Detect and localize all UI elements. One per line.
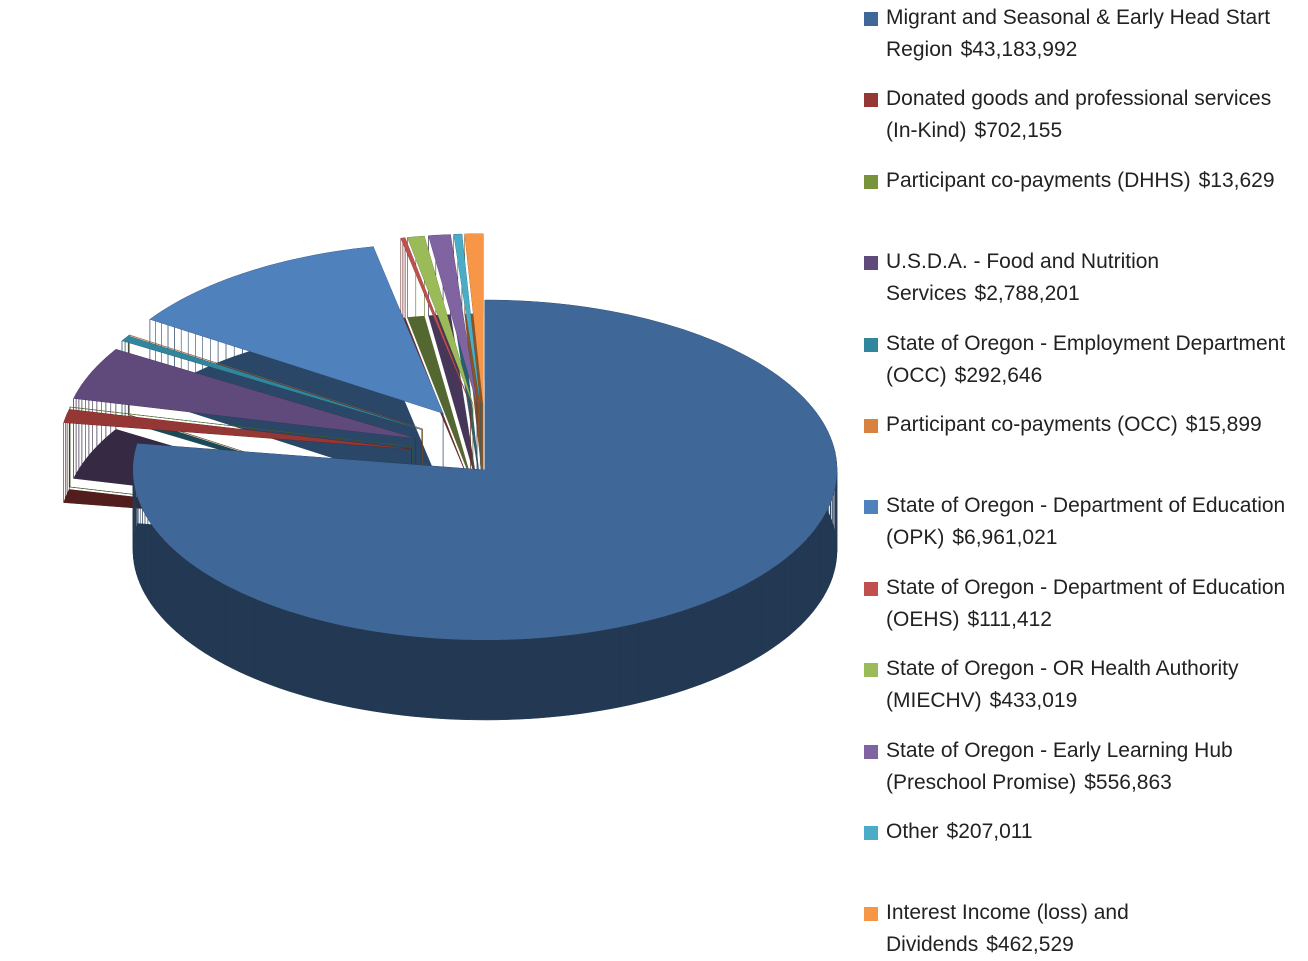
legend-label: Other [886, 820, 939, 843]
legend-value: $15,899 [1185, 413, 1262, 436]
legend-entry: Donated goods and professional services … [864, 83, 1304, 147]
legend-value: $556,863 [1084, 770, 1172, 794]
slice [400, 237, 471, 405]
legend-swatch [864, 500, 878, 515]
legend-label: State of Oregon - Employment Department … [886, 331, 1286, 387]
slice-side [128, 334, 423, 510]
slice [464, 233, 483, 404]
legend-entry: State of Oregon - Department of Educatio… [864, 490, 1304, 554]
legend-entry: U.S.D.A. - Food and Nutrition Services $2… [864, 246, 1304, 310]
legend-swatch [864, 337, 878, 352]
legend-entry: Participant co-payments (OCC) $15,899 [864, 409, 1304, 441]
legend-entry: Interest Income (loss) and Dividends $462… [864, 897, 1304, 961]
legend-label: State of Oregon - Department of Educatio… [886, 575, 1286, 631]
legend-swatch [864, 419, 878, 433]
slice [73, 349, 416, 439]
legend-swatch [864, 907, 878, 922]
slice [128, 334, 423, 429]
slice [69, 406, 413, 447]
legend-label: Donated goods and professional services … [886, 87, 1272, 143]
legend-label: State of Oregon - Early Learning Hub (Pr… [886, 738, 1233, 794]
slice-side [69, 406, 413, 528]
legend-label: U.S.D.A. - Food and Nutrition Services [886, 250, 1160, 306]
legend-label: State of Oregon - Department of Educatio… [886, 494, 1286, 550]
legend-value: $462,529 [986, 933, 1074, 957]
legend-value: $207,011 [946, 820, 1033, 843]
legend-swatch [864, 256, 878, 271]
legend-swatch [864, 744, 878, 759]
legend-value: $2,788,201 [974, 282, 1080, 306]
legend-entry: State of Oregon - Department of Educatio… [864, 572, 1304, 636]
legend-entry: Participant co-payments (DHHS) $13,629 [864, 165, 1304, 197]
legend-value: $6,961,021 [952, 526, 1058, 550]
legend-label: Interest Income (loss) and Dividends [886, 901, 1129, 957]
legend-swatch [864, 663, 878, 678]
legend-swatch [864, 826, 878, 840]
legend-value: $702,155 [974, 119, 1063, 143]
slice [63, 409, 412, 449]
legend-value: $111,412 [967, 607, 1052, 631]
legend-entry: Other $207,011 [864, 816, 1304, 848]
slice [149, 246, 444, 414]
slice [122, 335, 422, 430]
legend-label: Migrant and Seasonal & Early Head Start … [886, 6, 1271, 61]
legend-entry: Migrant and Seasonal & Early Head Start … [864, 2, 1304, 66]
slice [453, 234, 481, 404]
legend-swatch [864, 581, 878, 596]
legend-value: $292,646 [954, 363, 1043, 387]
slice [407, 236, 473, 405]
legend-entry: State of Oregon - Early Learning Hub (Pr… [864, 735, 1304, 799]
legend-label: Participant co-payments (OCC) [886, 413, 1178, 436]
slice [133, 300, 837, 640]
chart [63, 233, 838, 721]
legend-entry: State of Oregon - Employment Department … [864, 328, 1304, 392]
legend-value: $433,019 [989, 689, 1078, 713]
legend-entry: State of Oregon - OR Health Authority (M… [864, 653, 1304, 717]
legend-swatch [864, 12, 878, 26]
legend-swatch [864, 174, 878, 189]
legend-swatch [864, 93, 878, 108]
legend-value: $13,629 [1198, 168, 1275, 192]
legend-label: Participant co-payments (DHHS) [886, 168, 1191, 192]
legend-value: $43,183,992 [960, 38, 1078, 61]
slice [428, 234, 477, 405]
legend-label: State of Oregon - OR Health Authority (M… [886, 657, 1239, 713]
